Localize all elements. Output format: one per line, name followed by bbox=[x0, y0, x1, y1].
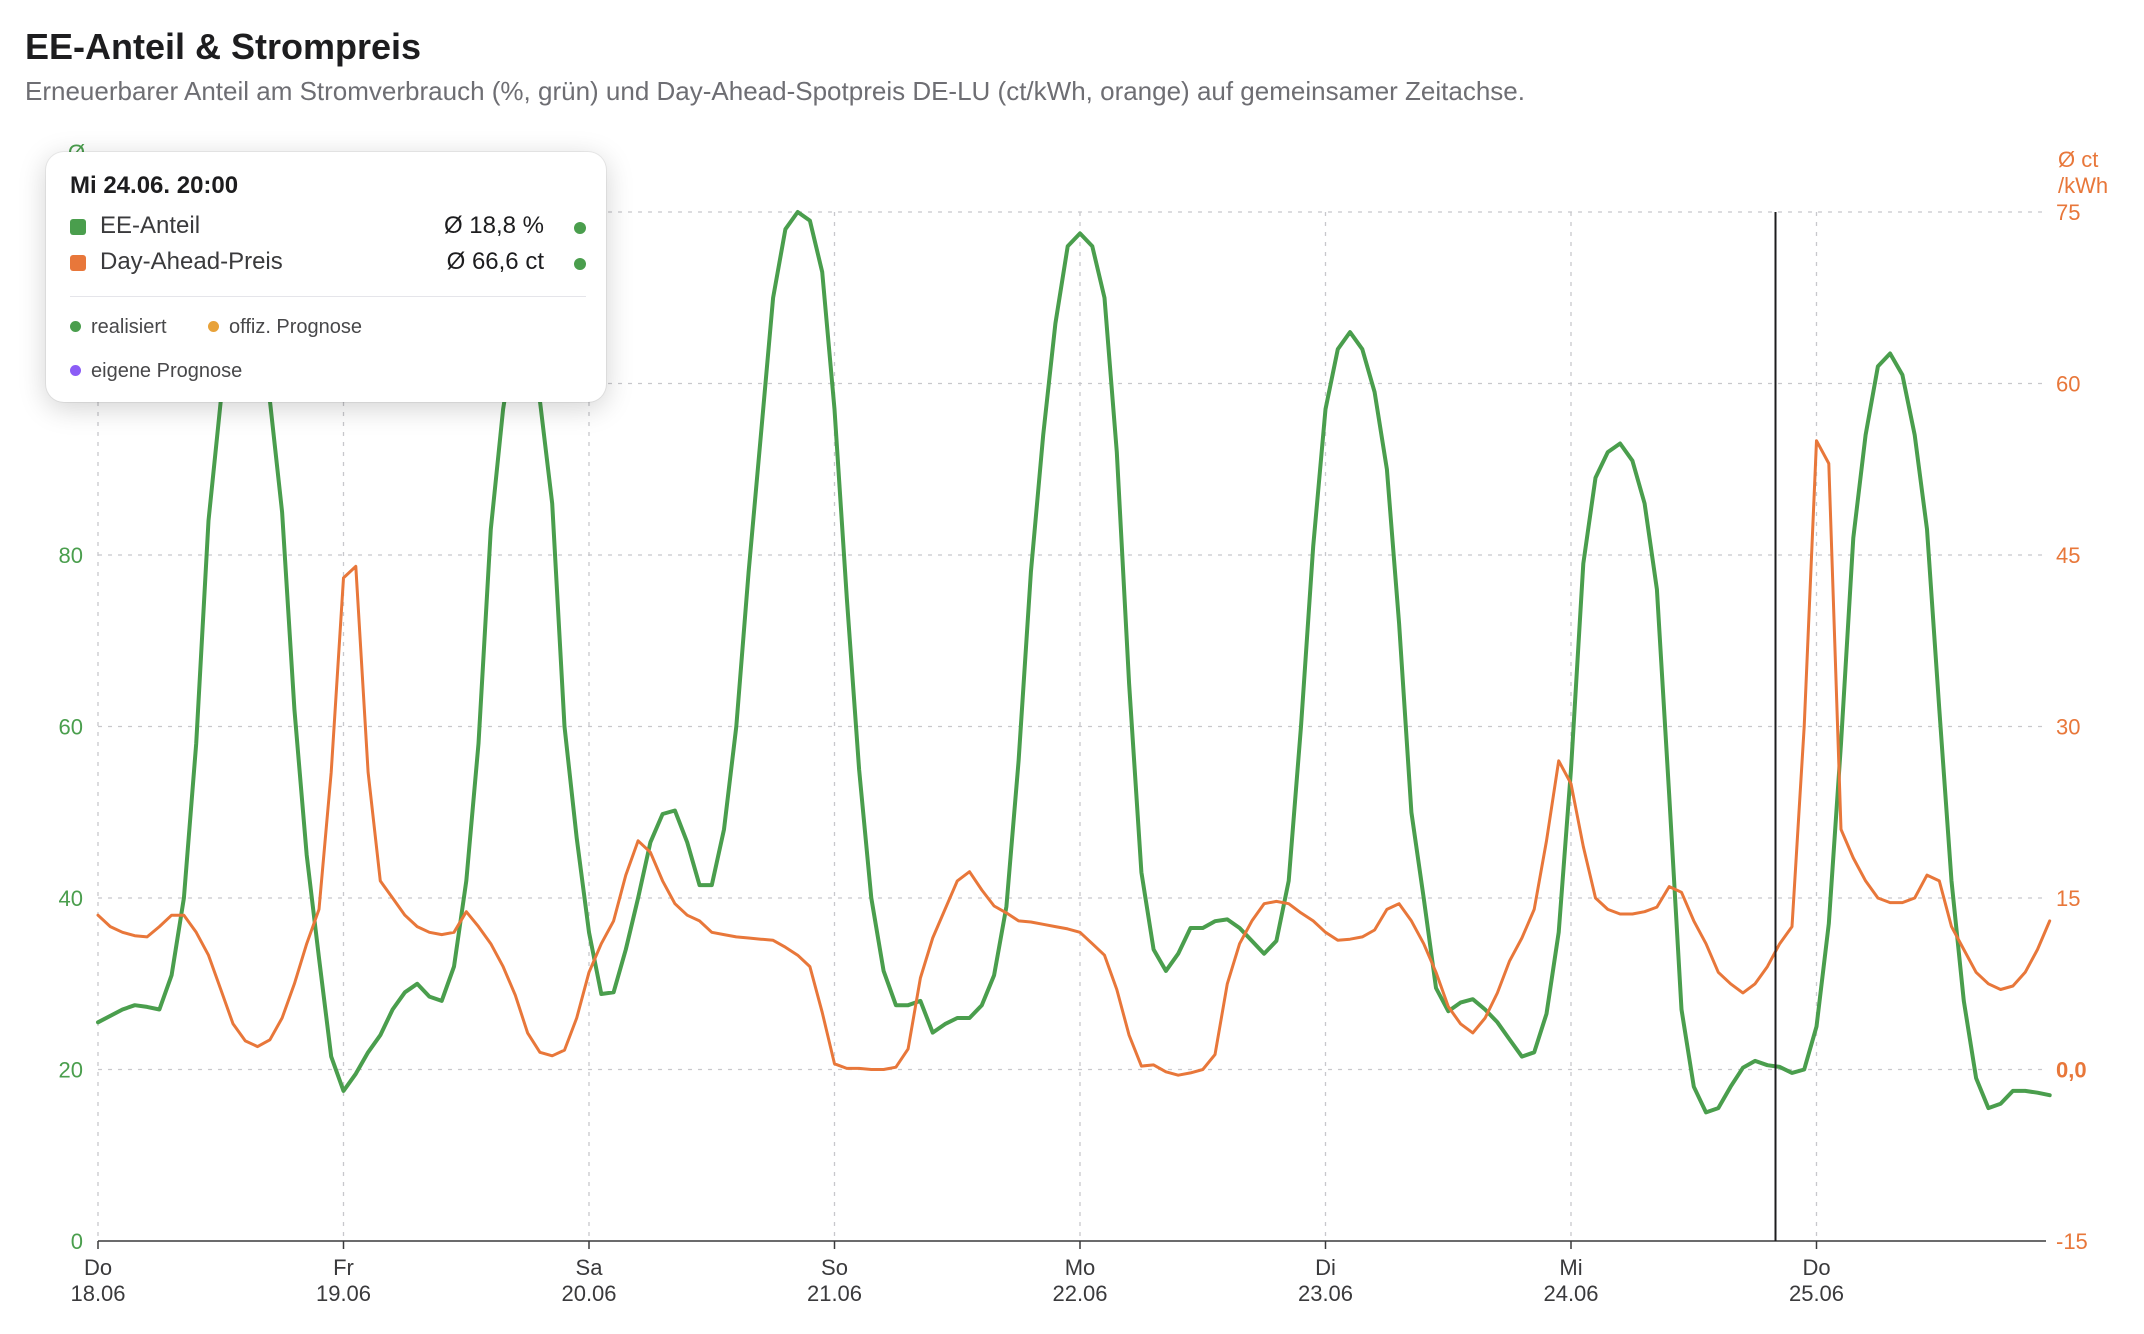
right-axis-tick-label: -15 bbox=[2056, 1229, 2088, 1254]
left-axis-tick-label: 40 bbox=[59, 886, 83, 911]
x-axis-date-label: 21.06 bbox=[807, 1281, 862, 1306]
right-axis-tick-label: 0,0 bbox=[2056, 1058, 2087, 1083]
x-axis-date-label: 25.06 bbox=[1789, 1281, 1844, 1306]
legend-label: eigene Prognose bbox=[91, 360, 243, 382]
tooltip-row-label: EE-Anteil bbox=[100, 212, 201, 239]
chart-title: EE-Anteil & Strompreis bbox=[25, 26, 422, 67]
status-dot-icon bbox=[574, 258, 586, 270]
chart-subtitle: Erneuerbarer Anteil am Stromverbrauch (%… bbox=[25, 76, 1525, 106]
left-axis-tick-label: 0 bbox=[71, 1229, 83, 1254]
series-lines bbox=[96, 210, 2052, 1115]
legend-eigene-prognose: eigene Prognose bbox=[70, 360, 242, 383]
x-axis-day-label: Fr bbox=[333, 1255, 354, 1280]
right-axis-tick-label: 60 bbox=[2056, 372, 2080, 397]
legend-offiz-prognose: offiz. Prognose bbox=[208, 316, 362, 339]
status-dot-icon bbox=[574, 222, 586, 234]
x-axis-date-label: 20.06 bbox=[561, 1281, 616, 1306]
left-axis-tick-label: 60 bbox=[59, 715, 83, 740]
x-axis-date-label: 22.06 bbox=[1052, 1281, 1107, 1306]
orange-swatch-icon bbox=[70, 255, 86, 271]
green-dot-icon bbox=[70, 321, 81, 332]
tooltip-row-ee: EE-Anteil Ø 18,8 % bbox=[70, 212, 590, 242]
tooltip-row-label: Day-Ahead-Preis bbox=[100, 248, 283, 275]
left-axis-tick-label: 20 bbox=[59, 1058, 83, 1083]
x-axis-day-label: Sa bbox=[576, 1255, 604, 1280]
x-axis-day-label: So bbox=[821, 1255, 848, 1280]
right-axis-tick-label: 45 bbox=[2056, 543, 2080, 568]
tooltip-title: Mi 24.06. 20:00 bbox=[70, 172, 239, 199]
series-line-day-ahead-preis bbox=[96, 439, 2052, 1077]
right-axis-tick-label: 30 bbox=[2056, 715, 2080, 740]
green-swatch-icon bbox=[70, 219, 86, 235]
x-axis-date-label: 24.06 bbox=[1543, 1281, 1598, 1306]
left-axis-tick-label: 80 bbox=[59, 543, 83, 568]
x-axis-date-label: 19.06 bbox=[316, 1281, 371, 1306]
x-axis-day-label: Mo bbox=[1065, 1255, 1096, 1280]
x-axis-day-label: Di bbox=[1315, 1255, 1336, 1280]
tooltip-row-value: Ø 18,8 % bbox=[443, 212, 544, 239]
legend-label: offiz. Prognose bbox=[229, 316, 363, 338]
series-line-ee-anteil bbox=[96, 210, 2052, 1115]
hover-tooltip: Mi 24.06. 20:00 EE-Anteil Ø 18,8 % Day-A… bbox=[46, 152, 606, 402]
purple-dot-icon bbox=[70, 365, 81, 376]
tooltip-row-price: Day-Ahead-Preis Ø 66,6 ct bbox=[70, 248, 590, 278]
x-axis-date-label: 18.06 bbox=[70, 1281, 125, 1306]
x-axis-date-label: 23.06 bbox=[1298, 1281, 1353, 1306]
amber-dot-icon bbox=[208, 321, 219, 332]
x-axis-day-label: Mi bbox=[1559, 1255, 1582, 1280]
x-axis-day-label: Do bbox=[84, 1255, 112, 1280]
tooltip-divider bbox=[70, 296, 586, 297]
tooltip-row-value: Ø 66,6 ct bbox=[446, 248, 544, 275]
x-axis-day-label: Do bbox=[1802, 1255, 1830, 1280]
right-axis-tick-label: 75 bbox=[2056, 200, 2080, 225]
legend-realisiert: realisiert bbox=[70, 316, 167, 339]
legend-label: realisiert bbox=[91, 316, 167, 338]
right-axis-tick-label: 15 bbox=[2056, 886, 2080, 911]
right-axis-label: /kWh bbox=[2058, 173, 2108, 198]
right-axis-label: Ø ct bbox=[2058, 147, 2098, 172]
